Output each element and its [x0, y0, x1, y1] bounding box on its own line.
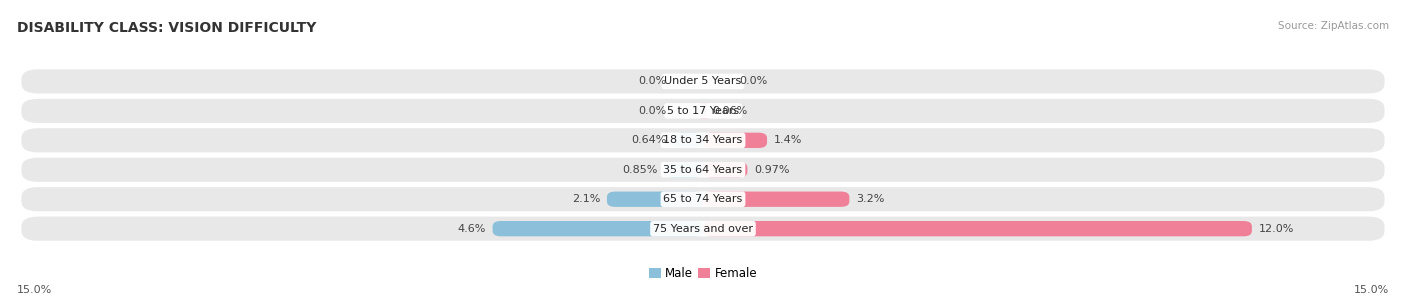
FancyBboxPatch shape: [703, 192, 849, 207]
Text: 0.0%: 0.0%: [638, 106, 666, 116]
Text: Under 5 Years: Under 5 Years: [665, 76, 741, 86]
Text: Source: ZipAtlas.com: Source: ZipAtlas.com: [1278, 21, 1389, 31]
Text: 0.06%: 0.06%: [713, 106, 748, 116]
FancyBboxPatch shape: [673, 133, 703, 148]
Text: DISABILITY CLASS: VISION DIFFICULTY: DISABILITY CLASS: VISION DIFFICULTY: [17, 21, 316, 35]
FancyBboxPatch shape: [664, 162, 703, 178]
Text: 15.0%: 15.0%: [17, 285, 52, 295]
FancyBboxPatch shape: [21, 69, 1385, 94]
Text: 0.64%: 0.64%: [631, 135, 666, 145]
FancyBboxPatch shape: [21, 216, 1385, 241]
FancyBboxPatch shape: [21, 158, 1385, 182]
FancyBboxPatch shape: [703, 133, 768, 148]
FancyBboxPatch shape: [697, 103, 711, 119]
Text: 1.4%: 1.4%: [773, 135, 803, 145]
Text: 18 to 34 Years: 18 to 34 Years: [664, 135, 742, 145]
Text: 75 Years and over: 75 Years and over: [652, 224, 754, 234]
Text: 15.0%: 15.0%: [1354, 285, 1389, 295]
FancyBboxPatch shape: [703, 162, 748, 178]
Legend: Male, Female: Male, Female: [644, 262, 762, 285]
FancyBboxPatch shape: [21, 128, 1385, 152]
Text: 12.0%: 12.0%: [1258, 224, 1294, 234]
FancyBboxPatch shape: [607, 192, 703, 207]
Text: 4.6%: 4.6%: [457, 224, 485, 234]
Text: 2.1%: 2.1%: [572, 194, 600, 204]
Text: 0.97%: 0.97%: [754, 165, 790, 175]
Text: 0.0%: 0.0%: [740, 76, 768, 86]
Text: 3.2%: 3.2%: [856, 194, 884, 204]
Text: 5 to 17 Years: 5 to 17 Years: [666, 106, 740, 116]
Text: 65 to 74 Years: 65 to 74 Years: [664, 194, 742, 204]
FancyBboxPatch shape: [703, 221, 1251, 236]
Text: 0.85%: 0.85%: [621, 165, 657, 175]
FancyBboxPatch shape: [21, 99, 1385, 123]
FancyBboxPatch shape: [21, 187, 1385, 211]
Text: 35 to 64 Years: 35 to 64 Years: [664, 165, 742, 175]
FancyBboxPatch shape: [492, 221, 703, 236]
Text: 0.0%: 0.0%: [638, 76, 666, 86]
